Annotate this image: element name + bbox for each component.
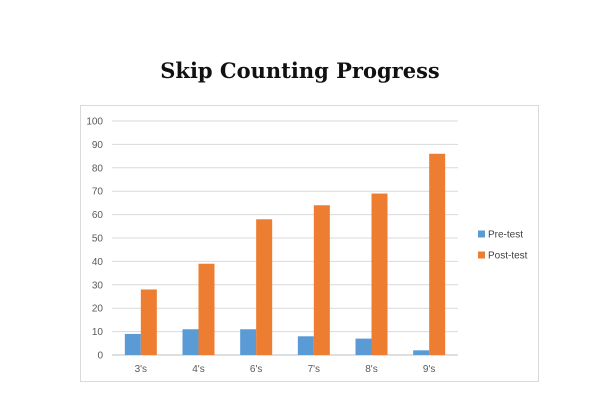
x-tick-label: 9's (423, 364, 435, 375)
x-tick-label: 3's (135, 364, 147, 375)
bar-post-test (198, 263, 215, 355)
legend-label: Post-test (488, 251, 528, 262)
y-tick-label: 40 (92, 257, 104, 268)
bar-pre-test (124, 333, 141, 355)
x-tick-label: 7's (308, 364, 320, 375)
bar-post-test (256, 219, 273, 355)
y-tick-label: 70 (92, 187, 104, 198)
bar-post-test (429, 153, 446, 355)
y-axis-ticks: 0 10 20 30 40 50 60 70 80 90 100 (86, 117, 103, 362)
bar-pre-test (182, 329, 199, 355)
bar-pre-test (355, 338, 372, 355)
legend: Pre-test Post-test (478, 230, 528, 262)
y-tick-label: 20 (92, 304, 104, 315)
x-axis-ticks: 3's 4's 6's 7's 8's 9's (135, 364, 436, 375)
y-tick-label: 90 (92, 140, 104, 151)
gridlines (112, 120, 458, 356)
legend-swatch (478, 230, 485, 238)
bar-pre-test (297, 336, 314, 355)
bar-post-test (371, 193, 388, 355)
y-tick-label: 10 (92, 327, 104, 338)
bars (124, 153, 446, 355)
y-tick-label: 100 (86, 117, 103, 128)
bar-pre-test (240, 329, 257, 355)
x-tick-label: 8's (365, 364, 377, 375)
y-tick-label: 50 (92, 234, 104, 245)
bar-pre-test (413, 350, 430, 355)
legend-label: Pre-test (488, 230, 523, 241)
x-tick-label: 6's (250, 364, 262, 375)
y-tick-label: 80 (92, 163, 104, 174)
legend-swatch (478, 251, 485, 259)
chart-title: Skip Counting Progress (160, 58, 440, 83)
chart-frame (80, 105, 539, 382)
bar-post-test (313, 205, 330, 355)
y-tick-label: 30 (92, 280, 104, 291)
x-tick-label: 4's (192, 364, 204, 375)
y-tick-label: 0 (97, 351, 103, 362)
bar-post-test (140, 289, 157, 355)
y-tick-label: 60 (92, 210, 104, 221)
